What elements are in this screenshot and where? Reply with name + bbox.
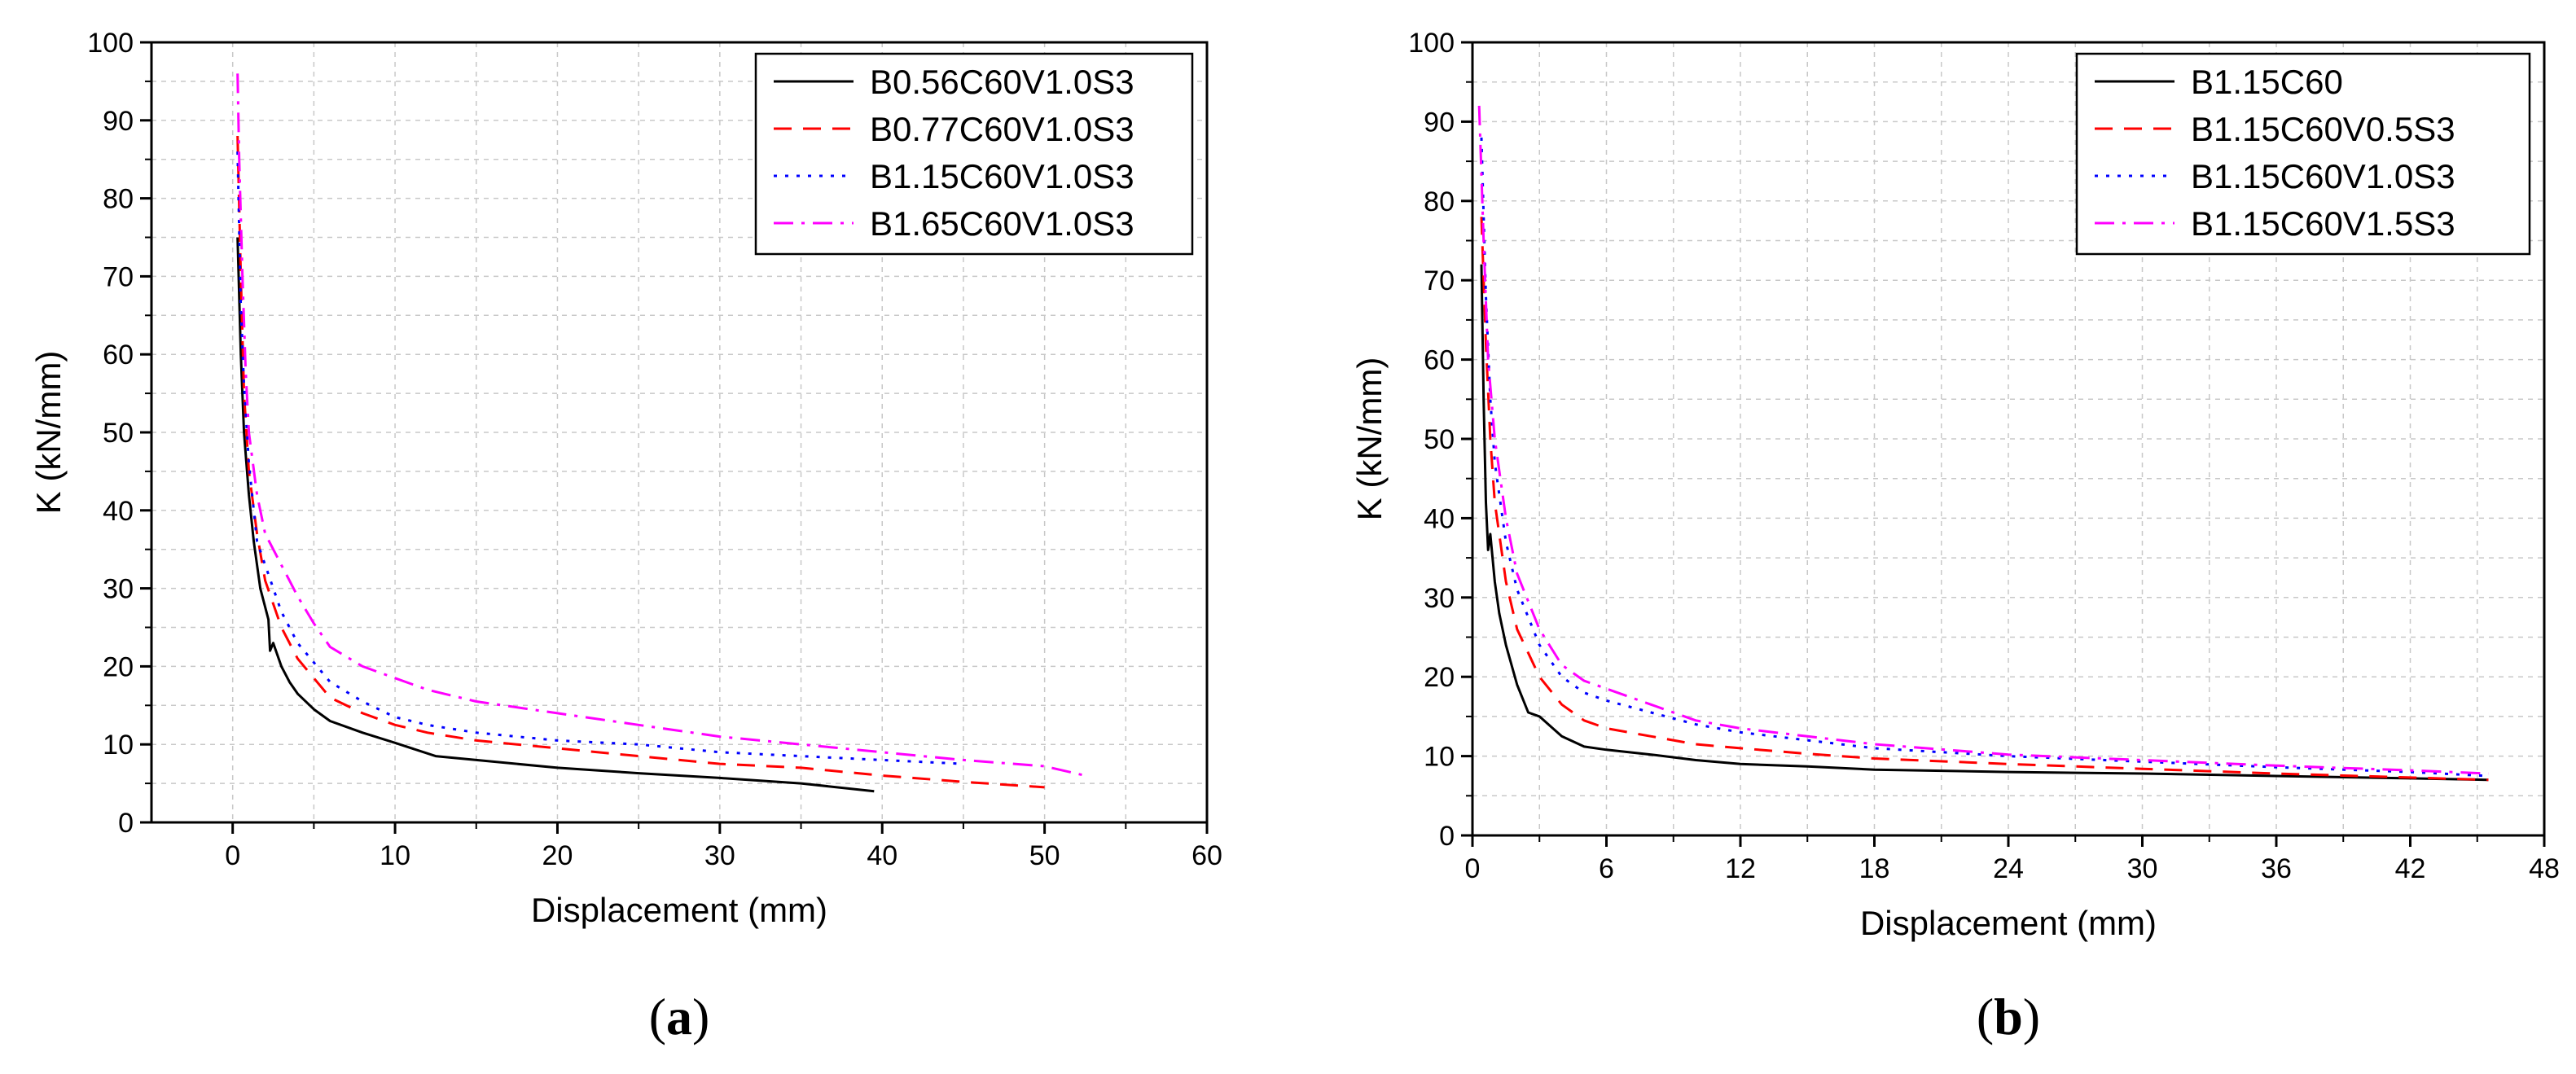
series-line (236, 73, 1086, 777)
x-axis-label: Displacement (mm) (1860, 904, 2157, 942)
x-tick-label: 12 (1725, 853, 1756, 884)
y-axis-label: K (kN/mm) (1350, 357, 1389, 521)
series-line (1480, 137, 2489, 778)
y-tick-label: 60 (103, 340, 134, 370)
x-tick-label: 50 (1029, 840, 1060, 871)
x-tick-label: 10 (380, 840, 410, 871)
series-line (1480, 217, 2489, 782)
x-tick-label: 24 (1993, 853, 2024, 884)
legend-label: B1.15C60V1.5S3 (2191, 204, 2455, 243)
y-tick-label: 30 (103, 574, 134, 605)
y-tick-label: 70 (103, 261, 134, 292)
y-axis-label: K (kN/mm) (29, 351, 68, 515)
x-tick-label: 20 (542, 840, 573, 871)
legend-label: B1.15C60 (2191, 63, 2343, 101)
y-tick-label: 40 (1424, 503, 1455, 534)
legend-label: B1.65C60V1.0S3 (870, 204, 1134, 243)
series-line (1480, 264, 2489, 782)
series-line (1477, 105, 2489, 775)
series-line (236, 237, 875, 793)
y-tick-label: 10 (1424, 742, 1455, 773)
x-tick-label: 0 (225, 840, 240, 871)
x-tick-label: 30 (704, 840, 735, 871)
legend: B0.56C60V1.0S3 B0.77C60V1.0S3 B1.15C60V1.0… (754, 52, 1194, 256)
chart-panel-b: 0 6 12 18 24 30 36 42 48 0 10 20 30 40 50 60 70 80 90 100 Di… (1350, 28, 2560, 1046)
y-tick-label: 100 (1408, 28, 1455, 59)
x-tick-label: 42 (2395, 853, 2426, 884)
x-axis-label: Displacement (mm) (531, 891, 827, 929)
legend-label: B1.15C60V1.0S3 (2191, 157, 2455, 195)
y-tick-label: 80 (103, 184, 134, 215)
y-tick-label: 30 (1424, 583, 1455, 614)
chart-panel-a: 0 10 20 30 40 50 60 0 10 20 30 40 50 60 70 80 90 100 Displ… (29, 28, 1222, 1046)
x-tick-label: 6 (1599, 853, 1614, 884)
y-tick-label: 20 (103, 651, 134, 682)
legend-label: B1.15C60V1.0S3 (870, 157, 1134, 195)
legend-box (754, 52, 1194, 256)
y-tick-label: 50 (103, 418, 134, 449)
y-tick-label: 40 (103, 496, 134, 527)
y-tick-label: 0 (118, 808, 134, 839)
y-tick-label: 60 (1424, 345, 1455, 376)
series-line (236, 135, 1045, 789)
y-tick-label: 80 (1424, 186, 1455, 217)
panel-label: (b) (1977, 988, 2040, 1046)
panel-label: (a) (649, 988, 710, 1046)
y-tick-label: 100 (87, 28, 134, 59)
x-tick-label: 60 (1191, 840, 1222, 871)
legend-box (2075, 52, 2531, 256)
y-tick-label: 70 (1424, 265, 1455, 296)
x-tick-label: 0 (1465, 853, 1481, 884)
y-tick-label: 20 (1424, 662, 1455, 693)
y-tick-label: 90 (103, 106, 134, 137)
y-tick-label: 90 (1424, 107, 1455, 138)
x-tick-label: 30 (2127, 853, 2158, 884)
legend-label: B1.15C60V0.5S3 (2191, 110, 2455, 148)
x-tick-label: 36 (2261, 853, 2292, 884)
legend: B1.15C60 B1.15C60V0.5S3 B1.15C60V1.0S3 B1.1… (2075, 52, 2531, 256)
x-tick-label: 40 (867, 840, 897, 871)
y-tick-label: 50 (1424, 424, 1455, 455)
x-tick-label: 18 (1859, 853, 1890, 884)
y-tick-label: 10 (103, 730, 134, 761)
y-tick-label: 0 (1439, 821, 1455, 852)
legend-label: B0.56C60V1.0S3 (870, 63, 1134, 101)
x-tick-label: 48 (2529, 853, 2560, 884)
legend-label: B0.77C60V1.0S3 (870, 110, 1134, 148)
